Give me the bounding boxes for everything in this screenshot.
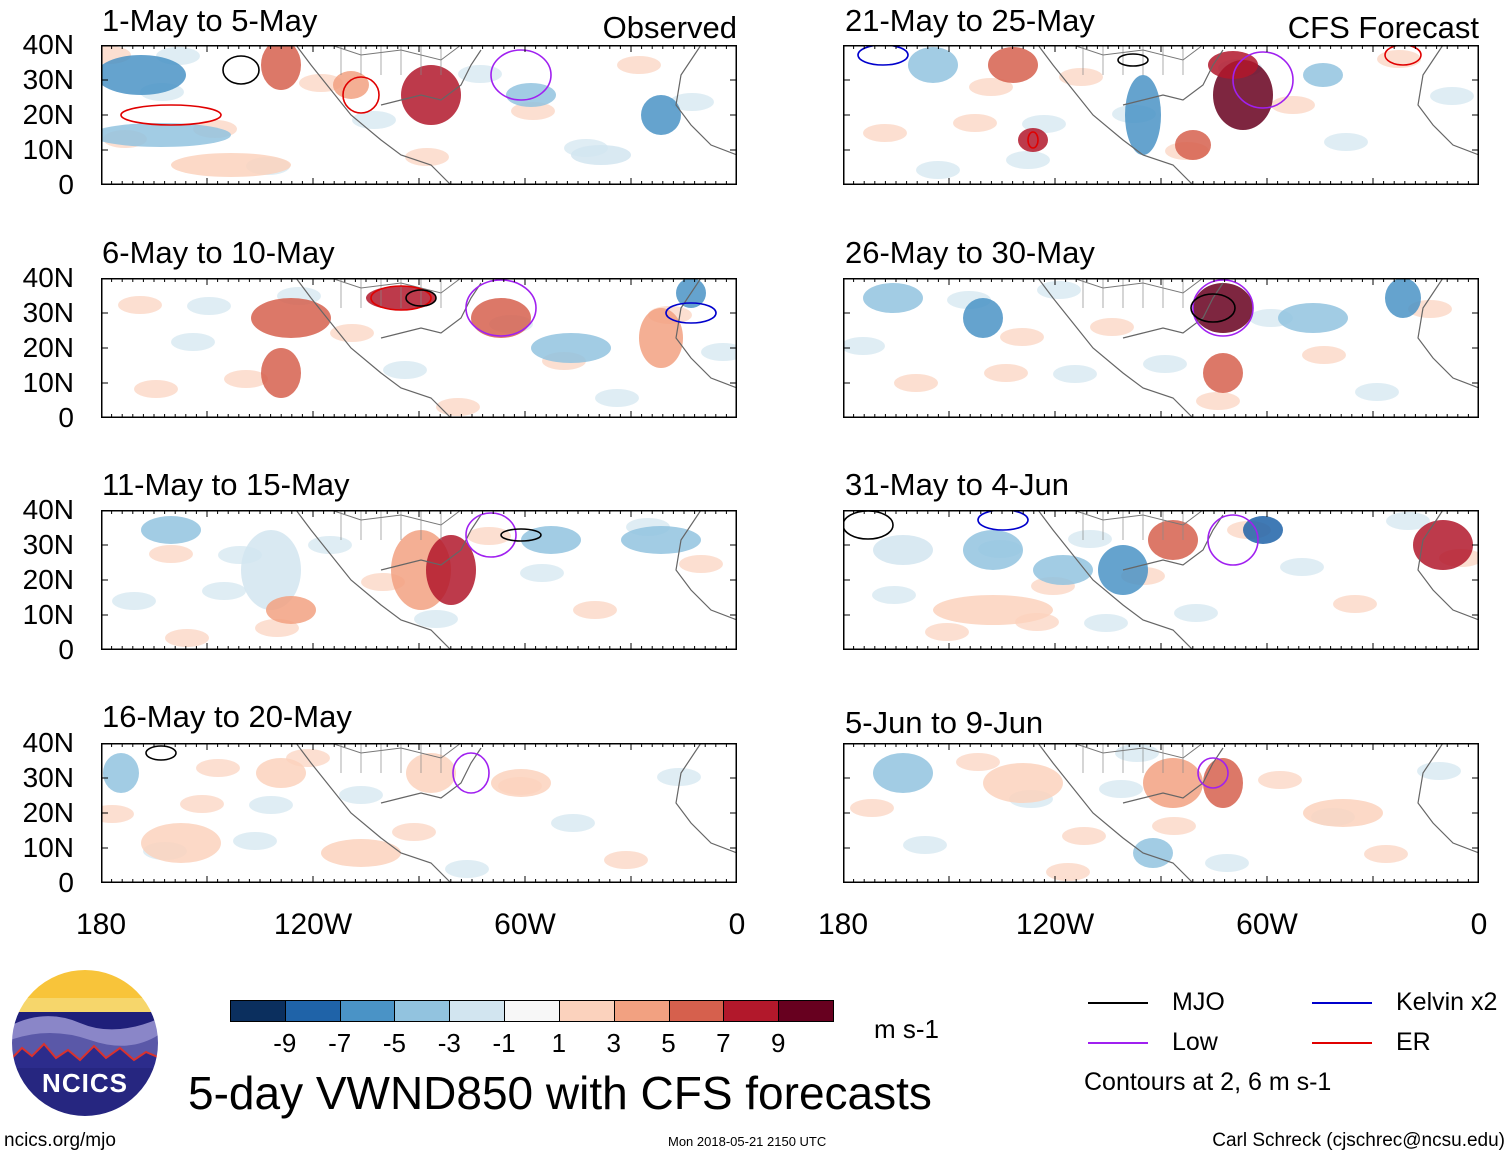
map-panel (843, 510, 1479, 650)
panel-title: 16-May to 20-May (102, 699, 352, 734)
longitude-tick-label: 180 (75, 908, 127, 941)
latitude-tick-label: 20N (22, 797, 74, 828)
latitude-tick-label: 30N (22, 64, 74, 95)
logo-text: NCICS (42, 1068, 128, 1098)
map-panel (101, 510, 737, 650)
latitude-tick-label: 0 (58, 867, 74, 898)
map-panel (101, 743, 737, 883)
map-panel (843, 45, 1479, 185)
colorbar-tick-label: 3 (606, 1028, 621, 1058)
footer-timestamp: Mon 2018-05-21 2150 UTC (668, 1134, 827, 1149)
panel-title: 26-May to 30-May (845, 235, 1095, 270)
colorbar-swatch (230, 1000, 286, 1022)
colorbar-tick-label: -7 (328, 1028, 352, 1058)
longitude-tick-label: 120W (1015, 908, 1095, 941)
legend-label: Kelvin x2 (1396, 988, 1498, 1016)
longitude-tick-label: 0 (728, 908, 746, 941)
ncics-logo: NCICS (10, 968, 160, 1118)
legend-label: ER (1396, 1028, 1431, 1056)
map-plot (101, 278, 737, 418)
colorbar-tick-label: 9 (770, 1028, 786, 1058)
longitude-tick-label: 60W (494, 908, 556, 941)
map-panel (843, 743, 1479, 883)
colorbar-swatch (778, 1000, 834, 1022)
panel-title: 5-Jun to 9-Jun (845, 705, 1044, 740)
latitude-tick-label: 20N (22, 564, 74, 595)
colorbar-swatch (394, 1000, 451, 1022)
latitude-tick-label: 10N (22, 134, 74, 165)
map-plot (843, 510, 1479, 650)
footer-url[interactable]: ncics.org/mjo (4, 1130, 116, 1151)
latitude-tick-label: 20N (22, 99, 74, 130)
colorbar-swatch (613, 1000, 670, 1022)
latitude-tick-label: 30N (22, 297, 74, 328)
latitude-tick-label: 0 (58, 402, 74, 433)
latitude-tick-label: 10N (22, 367, 74, 398)
legend-note: Contours at 2, 6 m s-1 (1084, 1068, 1332, 1096)
longitude-tick-label: 60W (1236, 908, 1298, 941)
legend-swatch (1088, 1042, 1148, 1044)
colorbar-units: m s-1 (874, 1014, 939, 1044)
panel-title: 31-May to 4-Jun (845, 467, 1069, 502)
colorbar-tick-label: -5 (382, 1028, 407, 1058)
latitude-tick-label: 40N (22, 727, 74, 758)
colorbar-swatch (504, 1000, 560, 1022)
figure-title: 5-day VWND850 with CFS forecasts (188, 1067, 932, 1119)
colorbar-tick-label: 1 (551, 1028, 567, 1058)
longitude-tick-label: 120W (273, 908, 353, 941)
colorbar-swatch (723, 1000, 780, 1022)
legend-label: Low (1172, 1028, 1218, 1056)
colorbar-swatch (339, 1000, 396, 1022)
colorbar-tick-label: -1 (492, 1028, 516, 1058)
colorbar-tick-label: 7 (716, 1028, 731, 1058)
latitude-tick-label: 0 (58, 169, 74, 200)
latitude-tick-label: 20N (22, 332, 74, 363)
map-plot (101, 45, 737, 185)
colorbar-tick-label: 5 (661, 1028, 676, 1058)
panel-title: 11-May to 15-May (102, 467, 350, 502)
latitude-tick-label: 0 (58, 634, 74, 665)
latitude-tick-label: 30N (22, 762, 74, 793)
colorbar-swatch (558, 1000, 615, 1022)
map-panel (101, 45, 737, 185)
legend-swatch (1312, 1002, 1372, 1004)
footer-credit: Carl Schreck (cjschrec@ncsu.edu) (1212, 1130, 1505, 1151)
colorbar-swatch (668, 1000, 725, 1022)
map-plot (843, 743, 1479, 883)
map-plot (843, 45, 1479, 185)
latitude-tick-label: 10N (22, 599, 74, 630)
colorbar-tick-label: -3 (437, 1028, 461, 1058)
map-panel (101, 278, 737, 418)
colorbar-swatch (284, 1000, 341, 1022)
map-panel (843, 278, 1479, 418)
map-plot (101, 743, 737, 883)
panel-title: 6-May to 10-May (102, 235, 335, 270)
latitude-tick-label: 40N (22, 494, 74, 525)
legend-label: MJO (1172, 988, 1225, 1016)
map-plot (101, 510, 737, 650)
ncics-logo-icon (10, 968, 160, 1118)
panel-corner-label: Observed (602, 10, 737, 45)
legend-swatch (1088, 1002, 1148, 1004)
colorbar-tick-label: -9 (273, 1028, 297, 1058)
longitude-tick-label: 180 (817, 908, 869, 941)
latitude-tick-label: 10N (22, 832, 74, 863)
latitude-tick-label: 40N (22, 262, 74, 293)
latitude-tick-label: 30N (22, 529, 74, 560)
panel-title: 21-May to 25-May (845, 3, 1095, 38)
panel-title: 1-May to 5-May (102, 3, 318, 38)
panel-corner-label: CFS Forecast (1287, 10, 1479, 45)
longitude-tick-label: 0 (1470, 908, 1488, 941)
legend-swatch (1312, 1042, 1372, 1044)
map-plot (843, 278, 1479, 418)
latitude-tick-label: 40N (22, 29, 74, 60)
colorbar-swatch (449, 1000, 506, 1022)
